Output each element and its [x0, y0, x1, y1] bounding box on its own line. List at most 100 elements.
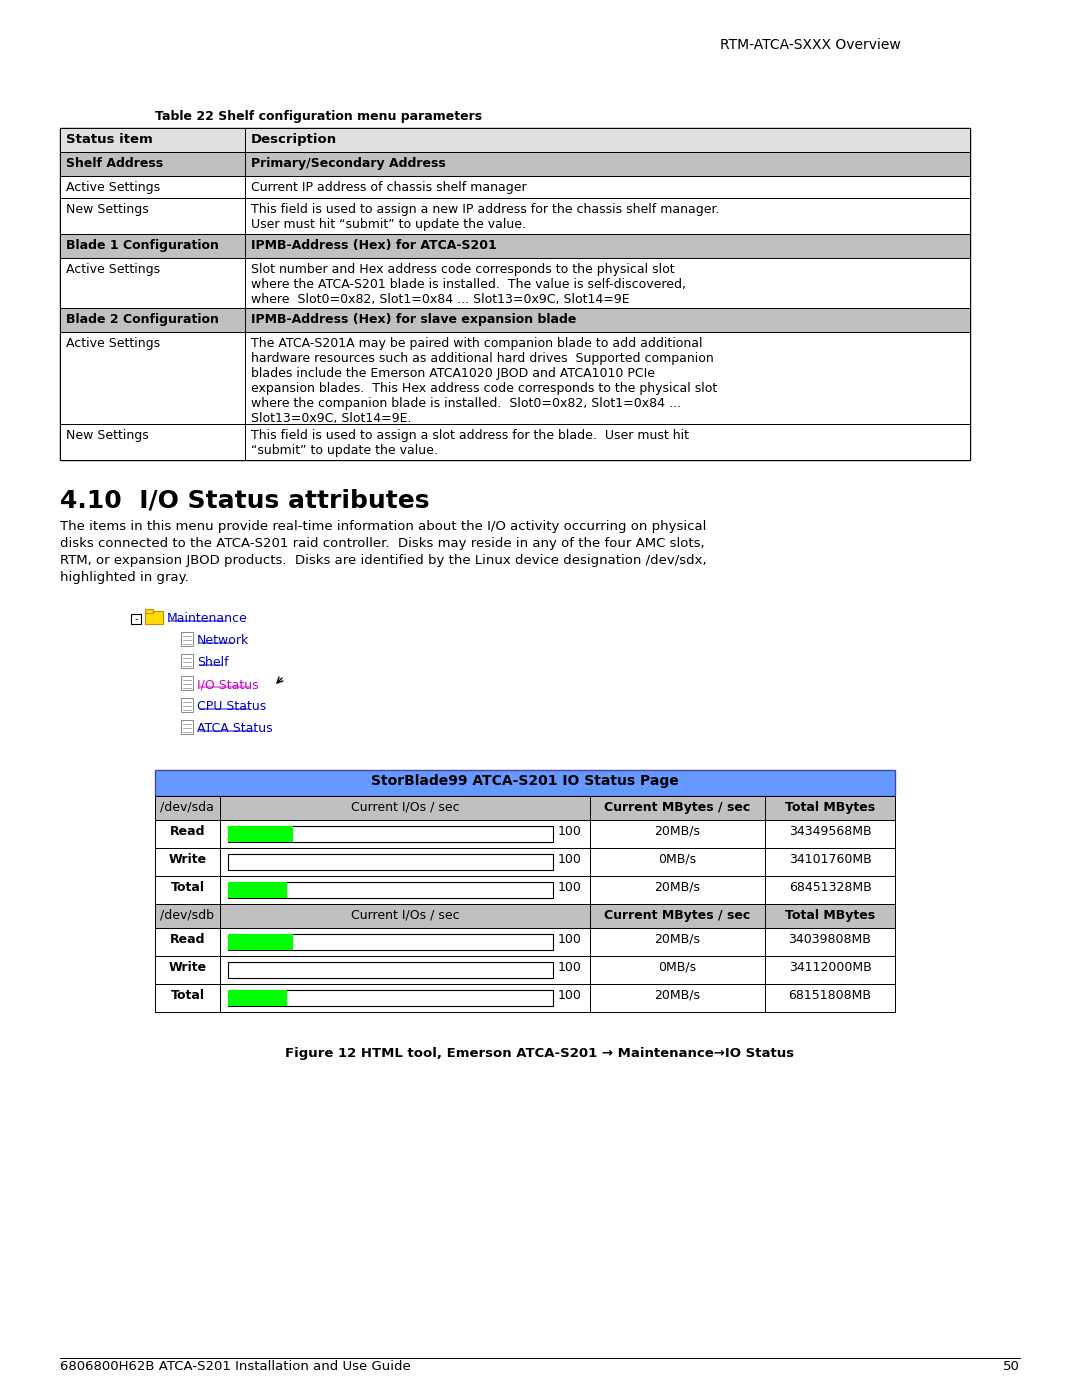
Bar: [156, 876, 895, 904]
Bar: [60, 176, 970, 198]
Bar: [220, 848, 590, 876]
Bar: [765, 956, 895, 983]
Text: Write: Write: [168, 854, 206, 866]
Bar: [156, 904, 220, 928]
Bar: [156, 796, 220, 820]
Text: disks connected to the ATCA-S201 raid controller.  Disks may reside in any of th: disks connected to the ATCA-S201 raid co…: [60, 536, 704, 550]
Text: 50: 50: [1003, 1361, 1020, 1373]
Text: 34349568MB: 34349568MB: [788, 826, 872, 838]
Text: 100: 100: [558, 882, 582, 894]
Bar: [228, 963, 553, 978]
Text: highlighted in gray.: highlighted in gray.: [60, 571, 189, 584]
Bar: [181, 631, 193, 645]
Text: Total: Total: [171, 989, 204, 1002]
Bar: [60, 307, 245, 332]
Bar: [60, 198, 245, 235]
Bar: [60, 152, 970, 176]
Bar: [156, 983, 220, 1011]
Text: 20MB/s: 20MB/s: [654, 882, 701, 894]
Text: IPMB-Address (Hex) for ATCA-S201: IPMB-Address (Hex) for ATCA-S201: [251, 239, 497, 251]
Bar: [156, 770, 895, 796]
Bar: [156, 983, 895, 1011]
Text: Current MBytes / sec: Current MBytes / sec: [605, 909, 751, 922]
Text: The ATCA-S201A may be paired with companion blade to add additional
hardware res: The ATCA-S201A may be paired with compan…: [251, 337, 717, 425]
Bar: [156, 848, 895, 876]
Bar: [181, 698, 193, 712]
Text: Primary/Secondary Address: Primary/Secondary Address: [251, 156, 446, 170]
Bar: [60, 152, 245, 176]
Text: Figure 12 HTML tool, Emerson ATCA-S201 → Maintenance→IO Status: Figure 12 HTML tool, Emerson ATCA-S201 →…: [285, 1046, 795, 1060]
Bar: [220, 956, 590, 983]
Text: Total MBytes: Total MBytes: [785, 909, 875, 922]
Text: Current MBytes / sec: Current MBytes / sec: [605, 800, 751, 814]
Text: This field is used to assign a slot address for the blade.  User must hit
“submi: This field is used to assign a slot addr…: [251, 429, 689, 457]
Bar: [765, 904, 895, 928]
Text: 4.10  I/O Status attributes: 4.10 I/O Status attributes: [60, 488, 430, 511]
Bar: [228, 935, 293, 950]
Text: Table 22 Shelf configuration menu parameters: Table 22 Shelf configuration menu parame…: [156, 110, 482, 123]
Bar: [156, 876, 220, 904]
Bar: [60, 235, 245, 258]
Text: 100: 100: [558, 989, 582, 1002]
Bar: [228, 826, 553, 842]
Text: New Settings: New Settings: [66, 429, 149, 441]
Text: This field is used to assign a new IP address for the chassis shelf manager.
Use: This field is used to assign a new IP ad…: [251, 203, 719, 231]
Text: Description: Description: [251, 133, 337, 147]
Bar: [590, 983, 765, 1011]
Bar: [228, 854, 553, 870]
Text: Read: Read: [170, 826, 205, 838]
Bar: [60, 129, 970, 152]
Text: Current IP address of chassis shelf manager: Current IP address of chassis shelf mana…: [251, 182, 527, 194]
Text: Slot number and Hex address code corresponds to the physical slot
where the ATCA: Slot number and Hex address code corresp…: [251, 263, 686, 306]
Bar: [590, 848, 765, 876]
Bar: [60, 235, 970, 258]
Text: 100: 100: [558, 854, 582, 866]
Bar: [156, 848, 220, 876]
Bar: [60, 176, 245, 198]
Text: -: -: [134, 615, 138, 624]
Bar: [220, 820, 590, 848]
Text: 68451328MB: 68451328MB: [788, 882, 872, 894]
Text: 6806800H62B ATCA-S201 Installation and Use Guide: 6806800H62B ATCA-S201 Installation and U…: [60, 1361, 410, 1373]
Text: IPMB-Address (Hex) for slave expansion blade: IPMB-Address (Hex) for slave expansion b…: [251, 313, 577, 326]
Text: RTM-ATCA-SXXX Overview: RTM-ATCA-SXXX Overview: [720, 38, 901, 52]
Text: ATCA Status: ATCA Status: [197, 722, 272, 735]
Bar: [60, 332, 245, 425]
Text: Shelf Address: Shelf Address: [66, 156, 163, 170]
Bar: [590, 928, 765, 956]
Bar: [228, 826, 293, 842]
Text: The items in this menu provide real-time information about the I/O activity occu: The items in this menu provide real-time…: [60, 520, 706, 534]
Text: 20MB/s: 20MB/s: [654, 826, 701, 838]
Text: Active Settings: Active Settings: [66, 337, 160, 351]
Bar: [156, 820, 895, 848]
Text: Read: Read: [170, 933, 205, 946]
Bar: [220, 928, 590, 956]
Bar: [181, 654, 193, 668]
Bar: [156, 956, 220, 983]
Bar: [60, 425, 245, 460]
Text: New Settings: New Settings: [66, 203, 149, 217]
Bar: [228, 882, 553, 898]
Bar: [60, 258, 245, 307]
Bar: [156, 796, 895, 820]
Bar: [60, 129, 970, 460]
Text: 100: 100: [558, 961, 582, 974]
Bar: [156, 928, 895, 956]
Text: Maintenance: Maintenance: [167, 612, 247, 624]
Bar: [131, 615, 141, 624]
Bar: [228, 882, 286, 898]
Text: /dev/sda: /dev/sda: [160, 800, 214, 814]
Text: Shelf: Shelf: [197, 657, 229, 669]
Text: Current I/Os / sec: Current I/Os / sec: [351, 800, 459, 814]
Text: Active Settings: Active Settings: [66, 182, 160, 194]
Text: I/O Status: I/O Status: [197, 678, 258, 692]
Text: Status item: Status item: [66, 133, 152, 147]
Text: /dev/sdb: /dev/sdb: [160, 909, 214, 922]
Bar: [590, 820, 765, 848]
Bar: [765, 820, 895, 848]
Text: Total: Total: [171, 882, 204, 894]
Text: 34101760MB: 34101760MB: [788, 854, 872, 866]
Bar: [145, 609, 153, 613]
Bar: [765, 983, 895, 1011]
Bar: [181, 719, 193, 733]
